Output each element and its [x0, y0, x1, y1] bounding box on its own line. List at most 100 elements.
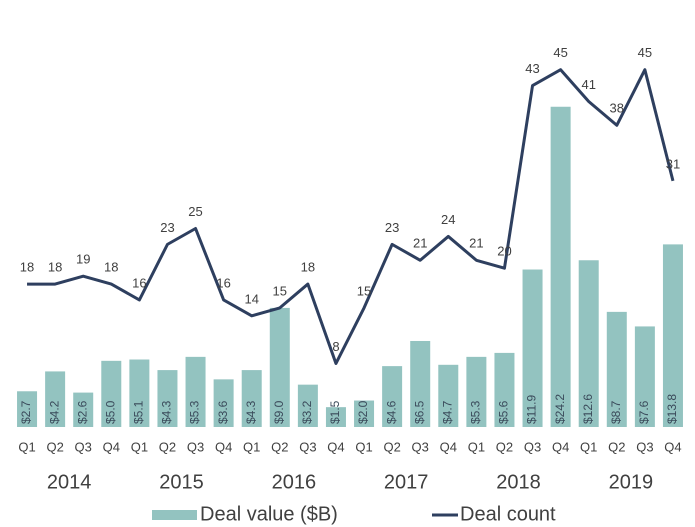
data-label: 18 [20, 260, 34, 275]
x-tick-label: Q2 [271, 439, 288, 454]
bar [410, 340, 431, 427]
bar [382, 366, 403, 427]
value-label: $5.3 [469, 400, 483, 424]
data-label: 31 [666, 156, 680, 171]
bar [494, 352, 515, 427]
value-label: $5.0 [103, 400, 117, 424]
bar [297, 384, 318, 427]
x-tick-label: Q2 [383, 439, 400, 454]
x-tick-label: Q2 [159, 439, 176, 454]
value-label: $5.1 [132, 400, 146, 424]
value-label: $2.7 [19, 400, 33, 424]
bar [73, 392, 94, 427]
data-label: 18 [48, 260, 62, 275]
data-label: 23 [385, 220, 399, 235]
data-label: 19 [76, 252, 90, 267]
year-label: 2017 [384, 471, 429, 493]
value-label: $13.8 [665, 394, 679, 424]
year-label: 2018 [496, 471, 541, 493]
value-label: $1.5 [328, 400, 342, 424]
value-label: $5.3 [188, 400, 202, 424]
legend-swatch [152, 510, 197, 520]
bar [578, 260, 599, 427]
data-label: 21 [469, 236, 483, 251]
value-label: $4.6 [384, 400, 398, 424]
x-tick-label: Q2 [496, 439, 513, 454]
x-tick-label: Q4 [215, 439, 232, 454]
x-tick-label: Q1 [131, 439, 148, 454]
year-label: 2019 [609, 471, 654, 493]
bar [354, 400, 375, 427]
x-tick-label: Q3 [412, 439, 429, 454]
data-label: 15 [357, 283, 371, 298]
x-tick-label: Q3 [75, 439, 92, 454]
data-label: 21 [413, 236, 427, 251]
x-tick-label: Q2 [46, 439, 63, 454]
x-tick-label: Q3 [299, 439, 316, 454]
x-tick-label: Q3 [636, 439, 653, 454]
data-label: 45 [638, 45, 652, 60]
value-label: $4.3 [244, 400, 258, 424]
x-tick-label: Q4 [103, 439, 120, 454]
value-label: $12.6 [581, 394, 595, 424]
value-label: $24.2 [553, 394, 567, 424]
x-tick-label: Q1 [355, 439, 372, 454]
legend-label: Deal value ($B) [200, 503, 338, 525]
value-label: $3.2 [300, 400, 314, 424]
value-label: $3.6 [216, 400, 230, 424]
bar [185, 356, 206, 427]
year-label: 2015 [159, 471, 204, 493]
bar [241, 370, 262, 427]
value-label: $6.5 [412, 400, 426, 424]
legend-label: Deal count [460, 503, 556, 525]
line [27, 68, 675, 365]
bar [522, 269, 543, 427]
bar [438, 364, 459, 427]
bar [129, 359, 150, 427]
data-label: 43 [525, 61, 539, 76]
bar [606, 311, 627, 427]
bar [662, 244, 683, 427]
x-tick-label: Q1 [580, 439, 597, 454]
year-label: 2016 [272, 471, 317, 493]
data-label: 20 [497, 244, 511, 259]
bar [17, 391, 38, 427]
value-label: $9.0 [272, 400, 286, 424]
value-label: $11.9 [525, 395, 539, 424]
data-label: 41 [581, 77, 595, 92]
x-tick-label: Q4 [440, 439, 457, 454]
bar [466, 356, 487, 427]
value-label: $2.6 [75, 400, 89, 424]
x-tick-label: Q4 [552, 439, 569, 454]
bar [325, 407, 346, 427]
x-tick-label: Q1 [243, 439, 260, 454]
x-tick-label: Q2 [608, 439, 625, 454]
value-label: $4.7 [440, 400, 454, 424]
data-label: 18 [301, 260, 315, 275]
data-label: 25 [188, 204, 202, 219]
bar [550, 106, 571, 428]
data-label: 8 [332, 339, 339, 354]
bar [634, 326, 655, 427]
x-tick-label: Q3 [187, 439, 204, 454]
value-label: $4.3 [160, 400, 174, 424]
data-label: 15 [273, 283, 287, 298]
data-label: 23 [160, 220, 174, 235]
data-label: 18 [104, 260, 118, 275]
bar [101, 360, 122, 427]
value-label: $8.7 [609, 400, 623, 424]
value-label: $5.6 [497, 400, 511, 424]
bar [269, 307, 290, 427]
data-label: 24 [441, 212, 455, 227]
data-label: 16 [216, 275, 230, 290]
bar [157, 370, 178, 427]
x-tick-label: Q1 [468, 439, 485, 454]
x-tick-label: Q4 [664, 439, 681, 454]
year-label: 2014 [47, 471, 92, 493]
x-tick-label: Q3 [524, 439, 541, 454]
value-label: $2.0 [356, 400, 370, 424]
data-label: 45 [553, 45, 567, 60]
data-label: 38 [610, 101, 624, 116]
value-label: $7.6 [637, 400, 651, 424]
